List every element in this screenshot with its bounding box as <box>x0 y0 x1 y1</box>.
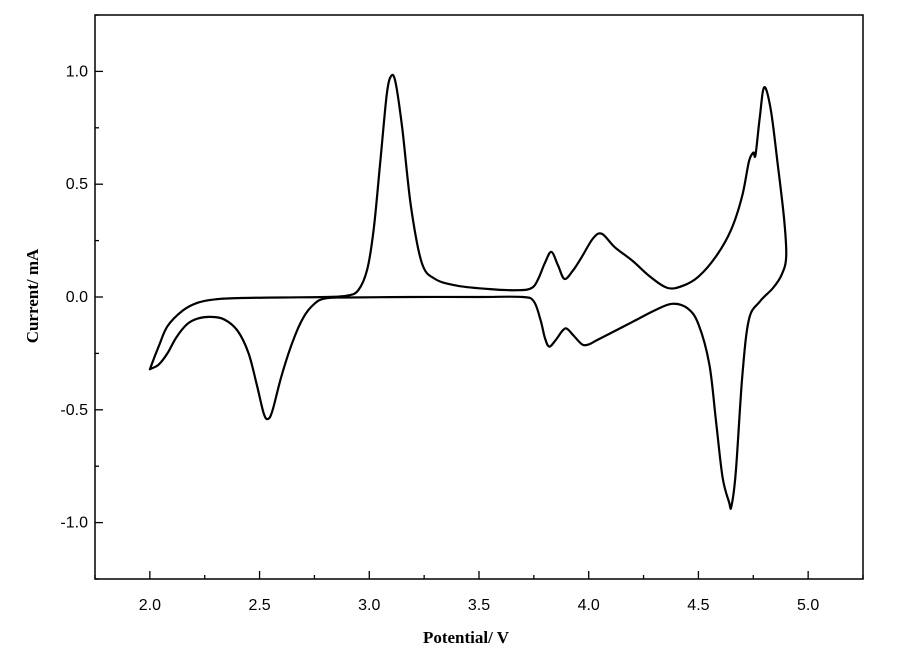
y-tick-label: 0.0 <box>66 289 88 306</box>
y-tick-label: 0.5 <box>66 176 88 193</box>
y-tick-label: -0.5 <box>60 402 88 419</box>
y-tick-label: -1.0 <box>60 515 88 532</box>
x-tick-label: 3.0 <box>358 597 380 614</box>
x-axis-title: Potential/ V <box>423 628 510 647</box>
y-axis-title: Current/ mA <box>23 248 42 343</box>
x-tick-label: 5.0 <box>797 597 819 614</box>
y-tick-label: 1.0 <box>66 63 88 80</box>
x-tick-label: 3.5 <box>468 597 490 614</box>
cv-curve-series <box>148 73 788 510</box>
x-tick-label: 2.5 <box>248 597 270 614</box>
x-axis-ticks: 2.0 2.5 3.0 3.5 4.0 4.5 5.0 <box>94 571 864 614</box>
x-tick-label: 4.5 <box>687 597 709 614</box>
x-tick-label: 2.0 <box>139 597 161 614</box>
x-tick-label: 4.0 <box>578 597 600 614</box>
y-axis-ticks: 1.0 0.5 0.0 -0.5 -1.0 <box>60 14 103 580</box>
